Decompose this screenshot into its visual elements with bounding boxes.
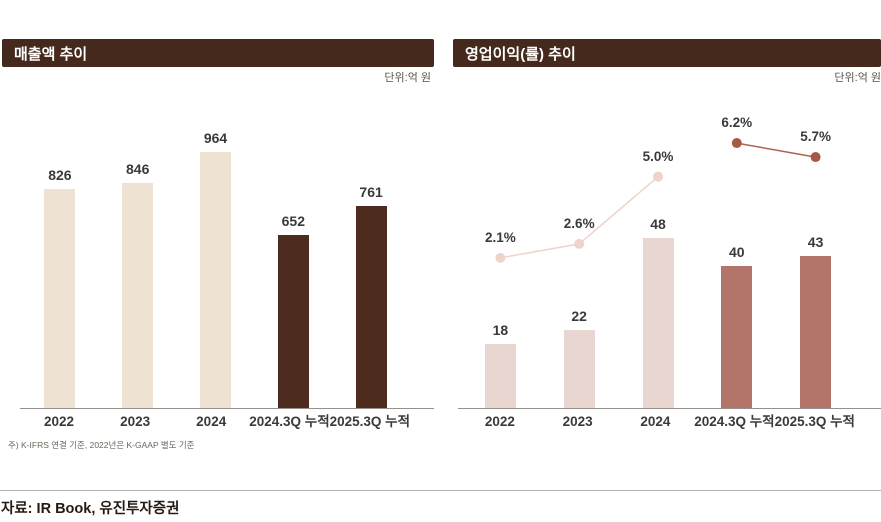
- operating-profit-chart-title-bar: 영업이익(률) 추이: [453, 39, 881, 67]
- bar-2022: [484, 344, 516, 408]
- x-axis-label-2024: 2024: [196, 414, 227, 429]
- line-value-label: 5.7%: [800, 129, 831, 145]
- x-axis-label-2024.3Q-누적: 2024.3Q 누적: [694, 414, 775, 429]
- bar-2024.3Q 누적: [277, 235, 309, 408]
- x-axis-label-2025.3Q-누적: 2025.3Q 누적: [774, 414, 855, 429]
- source-text: 자료: IR Book, 유진투자증권: [1, 501, 180, 517]
- revenue-chart-title-bar: 매출액 추이: [2, 39, 434, 67]
- bar-2025.3Q 누적: [355, 206, 387, 408]
- x-axis-label-2024: 2024: [640, 414, 671, 429]
- bar-2024: [642, 238, 674, 408]
- line-point-2024.3Q 누적: [731, 138, 742, 149]
- bar-2025.3Q 누적: [800, 256, 832, 408]
- charts-row: 매출액 추이 단위:억 원 826 846 964 652 761 2022 2023 20…: [2, 39, 881, 451]
- operating-profit-unit-label: 단위:억 원: [834, 72, 881, 84]
- x-axis-label-2024.3Q-누적: 2024.3Q 누적: [249, 414, 330, 429]
- revenue-x-axis: 2022 2023 2024 2024.3Q 누적 2025.3Q 누적: [21, 412, 410, 432]
- bar-2022: [44, 189, 76, 408]
- bar-value-label: 826: [48, 167, 72, 183]
- x-axis-label-2025.3Q-누적: 2025.3Q 누적: [329, 414, 411, 429]
- operating-profit-chart-title: 영업이익(률) 추이: [465, 45, 576, 63]
- revenue-unit-label: 단위:억 원: [384, 72, 431, 84]
- operating-profit-plot-field: 2.1% 2.6% 5.0% 6.2% 5.7% 18 22 48 40 43: [461, 96, 855, 408]
- line-value-label: 2.1%: [485, 229, 516, 245]
- bar-value-label: 18: [492, 322, 509, 338]
- operating-profit-x-axis: 2022 2023 2024 2024.3Q 누적 2025.3Q 누적: [461, 412, 855, 432]
- bar-2023: [122, 183, 154, 408]
- x-axis-label-2023: 2023: [120, 414, 151, 429]
- line-point-2023: [574, 238, 585, 249]
- bar-2024: [200, 152, 231, 408]
- revenue-chart-title: 매출액 추이: [14, 45, 88, 63]
- bar-value-label: 40: [729, 244, 745, 260]
- revenue-plot-field: 826 846 964 652 761: [21, 96, 410, 408]
- bar-2024.3Q 누적: [721, 266, 753, 408]
- bar-value-label: 48: [650, 216, 666, 232]
- line-value-label: 6.2%: [721, 115, 753, 131]
- profit-margin-line-segment: [736, 142, 816, 158]
- bar-value-label: 761: [359, 184, 383, 200]
- source-footer: 자료: IR Book, 유진투자증권: [0, 490, 881, 518]
- operating-profit-chart: 영업이익(률) 추이 단위:억 원 2.1% 2.6% 5.0% 6.2% 5.7% 18…: [453, 39, 881, 451]
- x-axis-label-2023: 2023: [562, 414, 593, 429]
- bar-value-label: 846: [126, 161, 150, 177]
- line-value-label: 2.6%: [563, 215, 595, 231]
- bar-value-label: 964: [203, 130, 228, 146]
- revenue-footnote: 주) K-IFRS 연결 기준, 2022년은 K-GAAP 별도 기준: [8, 440, 195, 450]
- bar-value-label: 43: [807, 234, 824, 250]
- revenue-trend-chart: 매출액 추이 단위:억 원 826 846 964 652 761 2022 2023 20…: [2, 39, 434, 451]
- line-point-2024: [653, 171, 663, 182]
- line-point-2025.3Q 누적: [810, 152, 821, 163]
- profit-margin-line-layer: [495, 138, 821, 263]
- x-axis-label-2022: 2022: [484, 414, 515, 429]
- bar-2023: [563, 330, 595, 408]
- x-axis-label-2022: 2022: [44, 414, 75, 429]
- bar-value-label: 652: [281, 213, 305, 229]
- line-value-label: 5.0%: [642, 148, 674, 164]
- revenue-plot-area: 826 846 964 652 761: [2, 96, 434, 409]
- bar-value-label: 22: [571, 308, 587, 324]
- line-point-2022: [495, 252, 506, 263]
- operating-profit-plot-area: 2.1% 2.6% 5.0% 6.2% 5.7% 18 22 48 40 43: [453, 96, 881, 409]
